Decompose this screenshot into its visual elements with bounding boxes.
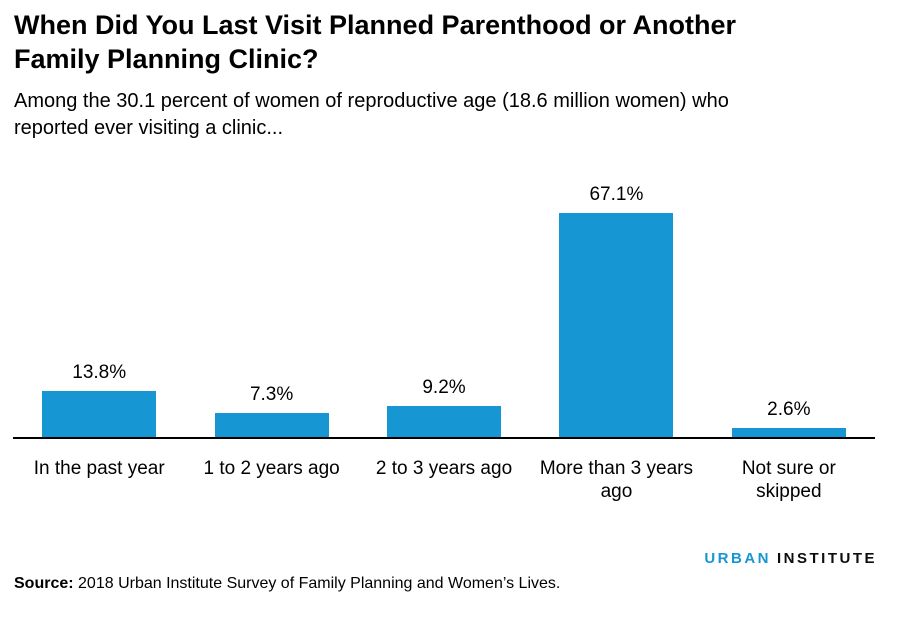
bar-column: 9.2% <box>358 170 530 437</box>
bar <box>42 391 157 437</box>
bar-value-label: 9.2% <box>422 377 466 398</box>
bar-column: 13.8% <box>13 170 185 437</box>
bar-chart: 13.8% 7.3% 9.2% 67.1% 2.6% In the past year 1… <box>13 170 875 503</box>
x-axis-label: In the past year <box>33 458 165 479</box>
logo-institute: INSTITUTE <box>777 550 877 567</box>
x-axis-line <box>13 437 875 439</box>
bar <box>387 406 502 437</box>
bar-column: 2.6% <box>703 170 875 437</box>
plot-area: 13.8% 7.3% 9.2% 67.1% 2.6% <box>13 170 875 437</box>
urban-institute-logo: URBAN INSTITUTE <box>704 550 877 567</box>
bar <box>559 213 674 437</box>
source-notes: Source: 2018 Urban Institute Survey of F… <box>14 549 694 638</box>
bar <box>731 428 846 437</box>
bar-value-label: 2.6% <box>767 399 811 420</box>
x-axis-label: Not sure or skipped <box>741 458 836 502</box>
logo-urban: URBAN <box>704 550 771 567</box>
chart-title: When Did You Last Visit Planned Parentho… <box>14 10 737 74</box>
bar-value-label: 67.1% <box>589 184 644 205</box>
x-axis-labels: In the past year 1 to 2 years ago 2 to 3 y… <box>13 439 875 503</box>
source-label: Source: <box>14 575 74 592</box>
source-text: 2018 Urban Institute Survey of Family Pl… <box>73 575 561 592</box>
bar-column: 67.1% <box>530 170 702 437</box>
x-axis-label: More than 3 years ago <box>539 458 693 502</box>
bar <box>214 413 329 437</box>
x-axis-label: 2 to 3 years ago <box>375 458 513 479</box>
chart-subtitle: Among the 30.1 percent of women of repro… <box>14 90 729 139</box>
bar-value-label: 13.8% <box>72 362 127 383</box>
x-axis-label: 1 to 2 years ago <box>203 458 340 479</box>
bar-value-label: 7.3% <box>249 384 294 405</box>
bar-column: 7.3% <box>185 170 357 437</box>
